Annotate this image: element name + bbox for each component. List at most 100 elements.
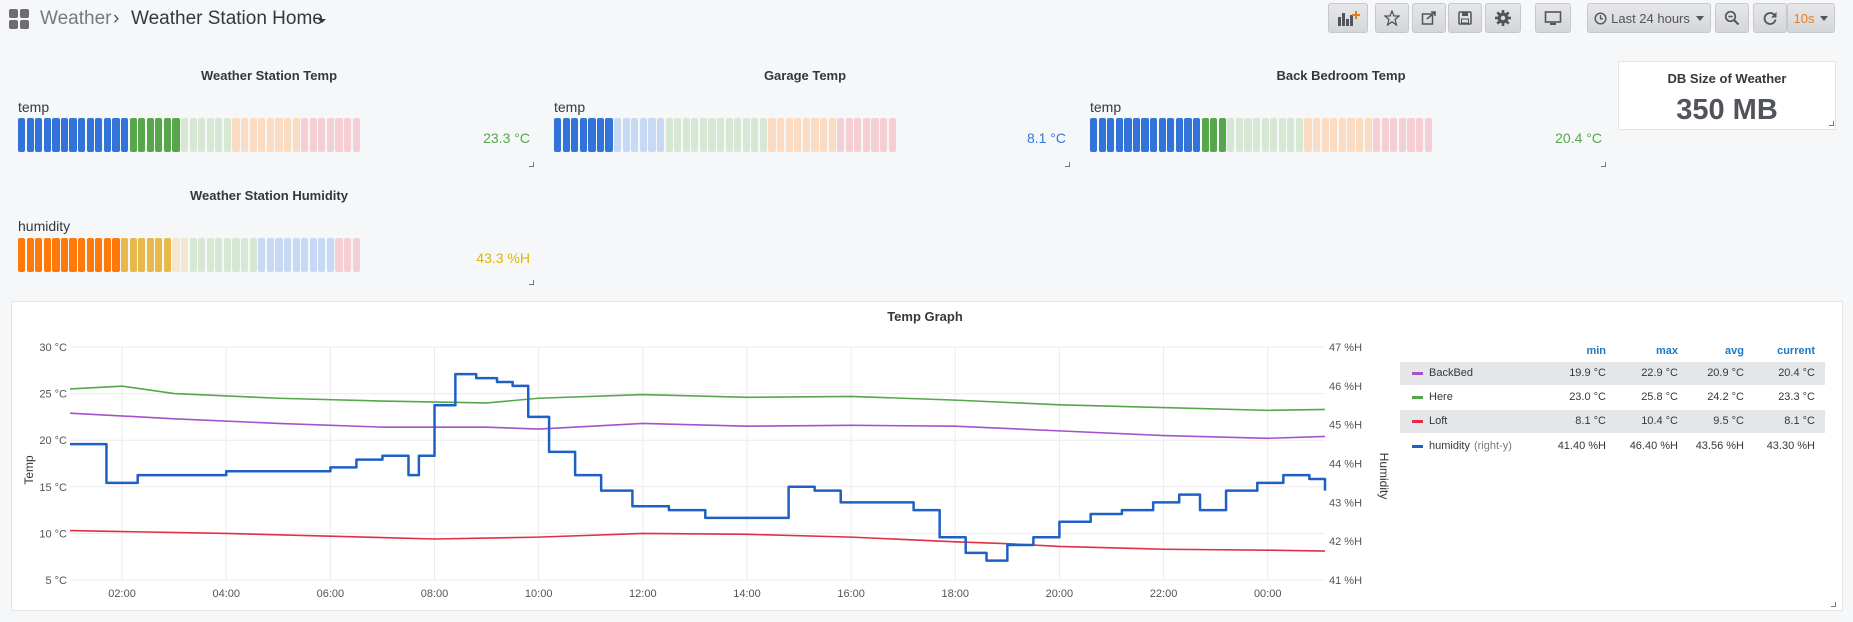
gauge-cell [138, 238, 146, 272]
add-panel-button[interactable] [1328, 3, 1368, 33]
gauge-cell [699, 118, 708, 152]
gauge-cell [605, 118, 613, 152]
gauge-cell [1090, 118, 1098, 152]
gauge-cell [26, 238, 34, 272]
panel-title: Back Bedroom Temp [1276, 68, 1406, 83]
gauge-cell [1235, 118, 1244, 152]
gauge-cell [103, 238, 111, 272]
zoom-out-button[interactable] [1715, 3, 1749, 33]
time-picker-button[interactable]: Last 24 hours [1587, 3, 1711, 33]
refresh-icon [1763, 12, 1777, 25]
panel-garage-temp: Garage Temp temp 8.1 °C [544, 62, 1070, 168]
gauge-cell [1338, 118, 1346, 152]
dashboard-grid-icon[interactable] [9, 9, 29, 29]
gauge-cell [215, 238, 223, 272]
settings-button[interactable] [1485, 3, 1521, 33]
gauge-cell [43, 118, 51, 152]
gauge-cell [656, 118, 665, 152]
gauge-cell [725, 118, 733, 152]
legend-header-avg[interactable]: avg [1725, 345, 1744, 357]
gauge-label: humidity [18, 218, 71, 234]
resize-handle[interactable] [1601, 162, 1606, 167]
gauge-cell [112, 118, 120, 152]
legend-current: 43.30 %H [1766, 440, 1815, 452]
tv-mode-button[interactable] [1535, 3, 1571, 33]
gauge-cell [283, 118, 292, 152]
gauge-cell [1192, 118, 1201, 152]
panel-title: DB Size of Weather [1667, 71, 1787, 86]
gauge-cell [1355, 118, 1364, 152]
refresh-button[interactable] [1753, 3, 1787, 33]
gauge-cell [146, 238, 154, 272]
legend-header-min[interactable]: min [1586, 345, 1606, 357]
legend-row-here[interactable]: Here 23.0 °C 25.8 °C 24.2 °C 23.3 °C [1400, 386, 1825, 409]
caret-down-icon[interactable] [318, 19, 326, 23]
resize-handle[interactable] [1829, 121, 1834, 126]
gauge-cell [326, 118, 334, 152]
resize-handle[interactable] [1065, 162, 1070, 167]
dashboard-title[interactable]: Weather Station Home [131, 8, 323, 29]
gauge-cell [888, 118, 896, 152]
gauge-cell [232, 118, 240, 152]
panel-back-bedroom-temp: Back Bedroom Temp temp 20.4 °C [1080, 62, 1606, 168]
gauge-value: 43.3 %H [476, 250, 530, 266]
gauge-cell [794, 118, 802, 152]
time-range-label: Last 24 hours [1611, 10, 1690, 26]
gauge-cell [35, 118, 43, 152]
gauge-cell [1278, 118, 1286, 152]
gauge-cell [1364, 118, 1372, 152]
breadcrumb-separator: › [113, 8, 120, 29]
gauge-cell [60, 238, 69, 272]
legend-header-max[interactable]: max [1655, 345, 1678, 357]
gauge-cell [232, 238, 240, 272]
legend-max: 10.4 °C [1641, 415, 1678, 427]
gauge-value: 23.3 °C [483, 130, 530, 146]
share-button[interactable] [1412, 3, 1446, 33]
breadcrumb-folder[interactable]: Weather [40, 8, 112, 29]
legend-row-humidity[interactable]: humidity (right-y) 41.40 %H 46.40 %H 43.5… [1400, 435, 1825, 458]
resize-handle[interactable] [529, 162, 534, 167]
resize-handle[interactable] [529, 280, 534, 285]
gauge-cell [588, 118, 596, 152]
gauge-cell [554, 118, 562, 152]
gauge-cell [1304, 118, 1312, 152]
gauge-cell [343, 238, 352, 272]
gauge-cell [266, 238, 274, 272]
gauge-cell [1141, 118, 1149, 152]
star-button[interactable] [1375, 3, 1409, 33]
legend-series-name: Here [1429, 391, 1453, 403]
gauge-cell [249, 238, 257, 272]
share-icon [1421, 11, 1436, 25]
panel-weather-station-temp: Weather Station Temp temp 23.3 °C [8, 62, 534, 168]
gauge-cell [682, 118, 690, 152]
resize-handle[interactable] [1831, 602, 1836, 607]
stat-value: 350 MB [1676, 94, 1778, 126]
legend-header-current[interactable]: current [1777, 345, 1815, 357]
gauge-cell [318, 118, 326, 152]
gauge-cell [665, 118, 673, 152]
gauge-cell [198, 118, 206, 152]
gauge-cell [95, 118, 103, 152]
gauge-cell [249, 118, 257, 152]
gauge-cell [579, 118, 587, 152]
gauge-cell [1287, 118, 1295, 152]
gauge-cell [1252, 118, 1261, 152]
gauge-cell [129, 238, 137, 272]
gauge-cell [198, 238, 206, 272]
gauge-cell [1373, 118, 1381, 152]
gauge-cell [120, 238, 129, 272]
legend-row-backbed[interactable]: BackBed 19.9 °C 22.9 °C 20.9 °C 20.4 °C [1400, 362, 1825, 385]
gauge-cell [18, 118, 26, 152]
gauge-cell [562, 118, 570, 152]
gauge-cell [163, 238, 172, 272]
gauge-cell [768, 118, 776, 152]
refresh-interval-button[interactable]: 10s [1787, 3, 1835, 33]
gauge-cell [1107, 118, 1115, 152]
gauge-cell [301, 238, 309, 272]
gauge-cell [189, 238, 197, 272]
save-button[interactable] [1448, 3, 1482, 33]
gauge-cell [301, 118, 309, 152]
legend-row-loft[interactable]: Loft 8.1 °C 10.4 °C 9.5 °C 8.1 °C [1400, 410, 1825, 433]
gauge-cell [138, 118, 146, 152]
legend-current: 20.4 °C [1778, 367, 1815, 379]
